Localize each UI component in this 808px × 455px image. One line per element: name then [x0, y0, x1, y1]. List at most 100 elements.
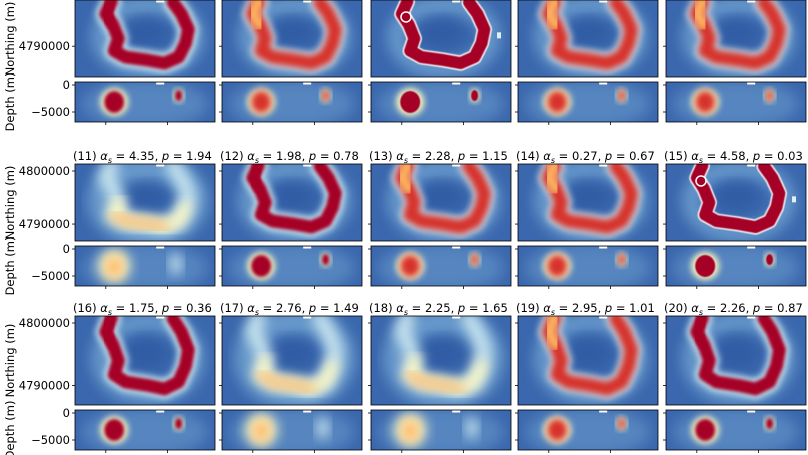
panel-title-20: (20) αs = 2.26, p = 0.87	[664, 301, 803, 317]
depth-frame	[517, 245, 659, 287]
map-interior	[565, 18, 611, 47]
depth-body-2	[322, 254, 330, 266]
anomaly-arm	[394, 164, 415, 195]
map-interior	[418, 337, 464, 370]
scale-mark	[303, 164, 312, 167]
noise-speck	[792, 196, 796, 203]
panel-6	[72, 0, 216, 125]
depth-body-1	[547, 255, 568, 277]
anomaly-peak	[406, 370, 465, 393]
anomaly-arm	[542, 316, 562, 351]
panel-11	[72, 163, 216, 289]
scale-mark	[599, 0, 608, 3]
scale-mark	[156, 410, 165, 413]
map-halo	[387, 0, 501, 77]
panel-16	[72, 315, 216, 453]
depth-frame	[665, 245, 807, 287]
depth-body-2	[618, 418, 626, 430]
depth-body-2	[316, 417, 329, 439]
panel-14	[515, 163, 659, 289]
map-frame	[74, 315, 216, 406]
northing-tick-label: 4800000	[19, 316, 70, 330]
depth-frame	[517, 81, 659, 123]
panel-title-16: (16) αs = 1.75, p = 0.36	[73, 301, 212, 317]
depth-body-2	[471, 90, 479, 102]
scale-mark	[747, 316, 756, 319]
northing-tick-label: 4790000	[19, 217, 70, 231]
panel-10	[663, 0, 807, 125]
map-frame	[221, 0, 363, 78]
northing-axis-label: Northing (m)	[3, 166, 17, 240]
scale-mark	[599, 82, 608, 85]
map-frame	[221, 163, 363, 242]
panel-15	[663, 163, 807, 289]
depth-frame	[370, 245, 512, 287]
depth-body-1	[400, 255, 421, 277]
anomaly-peak	[257, 370, 316, 393]
anomaly-arm	[246, 164, 266, 195]
northing-tick-label: 4790000	[19, 39, 70, 53]
depth-frame	[74, 245, 216, 287]
map-halo	[383, 316, 505, 405]
depth-tick-label: 0	[63, 406, 70, 420]
depth-frame	[370, 409, 512, 451]
map-interior	[122, 18, 168, 47]
depth-frame	[665, 81, 807, 123]
panel-13	[368, 163, 512, 289]
scale-mark	[156, 82, 165, 85]
depth-axis-label: Depth (m)	[3, 73, 17, 132]
scale-mark	[156, 316, 165, 319]
map-interior	[122, 182, 168, 211]
depth-body-2	[618, 254, 626, 266]
depth-body-1	[695, 255, 716, 277]
depth-body-1	[400, 91, 421, 113]
depth-body-1-core	[402, 420, 419, 441]
depth-tick-label: 0	[63, 78, 70, 92]
depth-body-2	[766, 418, 774, 430]
panel-18	[368, 315, 512, 453]
scale-mark	[599, 410, 608, 413]
scale-mark	[303, 246, 312, 249]
depth-axis-label: Depth (m)	[3, 401, 17, 455]
map-interior	[418, 182, 464, 211]
panel-17	[219, 315, 363, 453]
panel-7	[219, 0, 363, 125]
northing-tick-label: 4800000	[19, 164, 70, 178]
depth-body-1-core	[106, 256, 123, 277]
map-frame	[370, 315, 512, 406]
panel-title-15: (15) αs = 4.58, p = 0.03	[664, 149, 803, 165]
map-frame	[74, 163, 216, 242]
anomaly-arm	[99, 316, 119, 350]
depth-body-1	[251, 255, 272, 277]
map-frame	[665, 315, 807, 406]
panel-title-19: (19) αs = 2.95, p = 1.01	[516, 301, 655, 317]
scale-mark	[303, 0, 312, 3]
depth-frame	[221, 245, 363, 287]
scale-mark	[156, 164, 165, 167]
anomaly-blob	[400, 11, 412, 23]
map-frame	[665, 163, 807, 242]
scale-mark	[747, 0, 756, 3]
scale-mark	[747, 246, 756, 249]
panel-8	[368, 0, 512, 125]
scale-mark	[747, 164, 756, 167]
map-halo	[87, 164, 209, 241]
scale-mark	[452, 164, 461, 167]
scale-mark	[303, 82, 312, 85]
panel-9	[515, 0, 659, 125]
anomaly-arm	[245, 0, 266, 31]
depth-body-1	[695, 419, 716, 441]
anomaly-core	[395, 0, 491, 70]
map-frame	[370, 163, 512, 242]
depth-frame	[74, 409, 216, 451]
depth-body-2	[766, 254, 774, 266]
depth-body-1	[695, 91, 716, 113]
scale-mark	[303, 316, 312, 319]
depth-frame	[74, 81, 216, 123]
depth-frame	[221, 409, 363, 451]
map-interior	[418, 18, 464, 47]
scale-mark	[747, 410, 756, 413]
depth-body-2	[471, 254, 479, 266]
scale-mark	[156, 0, 165, 3]
